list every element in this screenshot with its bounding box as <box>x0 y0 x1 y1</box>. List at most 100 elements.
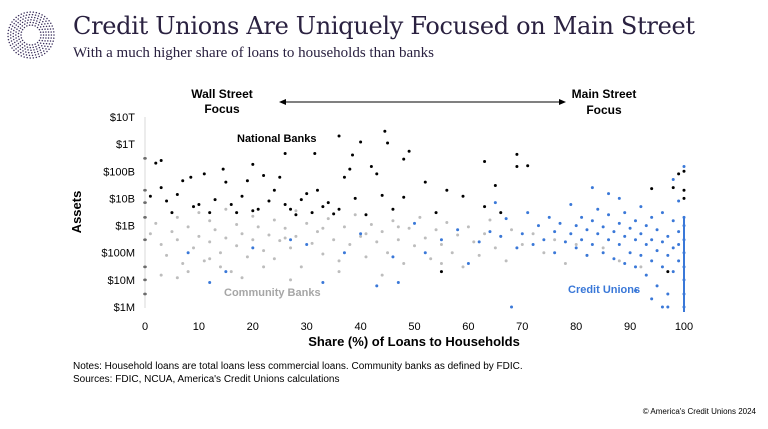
data-point <box>639 232 643 236</box>
data-point <box>547 215 551 219</box>
data-point <box>677 172 681 176</box>
x-axis-label: Share (%) of Loans to Households <box>308 334 520 349</box>
data-point <box>493 246 497 250</box>
data-point <box>418 215 422 219</box>
data-point <box>445 188 449 192</box>
data-point <box>569 202 573 206</box>
data-point <box>208 219 212 223</box>
data-point <box>655 284 659 288</box>
data-point <box>272 218 276 222</box>
data-point <box>660 240 664 244</box>
data-point <box>380 193 384 197</box>
x-tick-label: 10 <box>193 321 205 333</box>
y-axis-label: Assets <box>69 191 84 234</box>
y-tick-label: $100M <box>101 248 135 260</box>
page-title: Credit Unions Are Uniquely Focused on Ma… <box>73 12 695 40</box>
data-point <box>563 262 567 266</box>
data-point <box>154 161 158 165</box>
data-point <box>623 262 627 266</box>
data-point <box>439 243 443 247</box>
data-point <box>423 236 427 240</box>
data-point <box>391 255 395 259</box>
data-point <box>235 244 239 248</box>
data-point <box>574 246 578 250</box>
data-point <box>650 215 654 219</box>
data-point <box>294 209 298 213</box>
data-point <box>224 207 228 211</box>
data-point <box>580 238 584 242</box>
data-point <box>601 225 605 229</box>
data-point <box>159 273 163 277</box>
data-point <box>682 165 686 169</box>
data-point <box>396 225 400 229</box>
data-point <box>677 259 681 263</box>
y-tick-label: $10B <box>109 193 135 205</box>
data-point <box>348 243 352 247</box>
data-point <box>639 205 643 209</box>
data-point <box>660 211 664 215</box>
data-point <box>202 172 206 176</box>
data-point <box>229 270 233 274</box>
data-point <box>189 175 193 179</box>
data-point <box>202 259 206 263</box>
data-point <box>682 188 686 192</box>
data-point <box>186 270 190 274</box>
annotation-wall-street-line1: Wall Street <box>191 87 253 101</box>
note-definitions: Notes: Household loans are total loans l… <box>73 361 523 372</box>
data-point <box>542 251 546 255</box>
data-point <box>413 244 416 248</box>
data-point <box>332 212 336 216</box>
data-point <box>315 188 319 192</box>
data-point <box>439 238 443 242</box>
data-point <box>299 198 303 202</box>
data-point <box>337 134 341 138</box>
data-point <box>617 259 621 263</box>
data-point <box>159 158 163 162</box>
double-arrow <box>279 99 566 105</box>
data-point <box>229 202 233 206</box>
data-point <box>175 276 179 280</box>
data-point <box>342 175 346 179</box>
data-point <box>472 240 476 244</box>
copyright: © America's Credit Unions 2024 <box>642 407 756 416</box>
data-point <box>154 221 158 225</box>
data-point <box>477 240 481 244</box>
data-point <box>342 225 346 229</box>
data-point <box>612 230 616 234</box>
data-point <box>342 251 346 255</box>
data-point <box>536 224 540 228</box>
data-point <box>224 270 228 274</box>
label-community-banks: Community Banks <box>224 287 321 299</box>
data-point <box>240 232 244 236</box>
data-point <box>337 270 341 274</box>
data-point <box>337 207 341 211</box>
data-point <box>520 243 524 247</box>
data-point <box>644 243 648 247</box>
data-point <box>197 211 201 215</box>
data-point <box>423 180 427 184</box>
data-point <box>628 251 632 255</box>
data-point <box>364 255 368 259</box>
x-tick-label: 80 <box>570 321 582 333</box>
data-point <box>186 225 190 229</box>
data-point <box>369 165 373 169</box>
data-point <box>677 230 681 234</box>
data-point <box>590 243 594 247</box>
data-point <box>666 292 670 296</box>
data-point <box>660 265 664 269</box>
data-point <box>359 232 363 236</box>
data-point <box>429 257 433 261</box>
data-point <box>262 265 266 269</box>
data-point <box>607 213 611 217</box>
data-point <box>313 152 317 156</box>
data-point <box>493 183 497 187</box>
data-point <box>526 211 530 215</box>
data-point <box>262 173 266 177</box>
data-point <box>633 289 637 293</box>
data-point <box>423 251 427 255</box>
data-point <box>165 199 169 203</box>
y-tick-label: $100B <box>103 166 135 178</box>
label-national-banks: National Banks <box>237 133 316 145</box>
data-point <box>671 270 675 274</box>
data-point <box>278 175 282 179</box>
